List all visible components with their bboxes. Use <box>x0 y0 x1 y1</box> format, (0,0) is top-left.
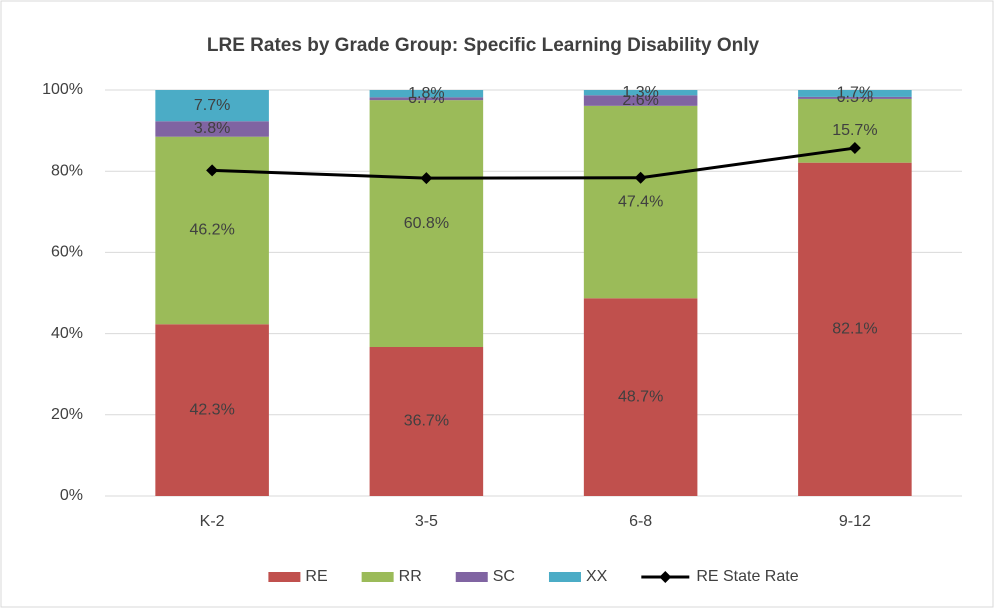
legend-marker <box>659 571 672 583</box>
line-marker <box>420 172 433 185</box>
legend-label: RE <box>305 568 327 585</box>
data-label: 1.7% <box>837 85 873 102</box>
legend-label: XX <box>586 568 608 585</box>
data-label: 82.1% <box>832 321 877 338</box>
bar-segment <box>583 298 698 496</box>
chart-title: LRE Rates by Grade Group: Specific Learn… <box>207 35 760 56</box>
y-tick-label: 80% <box>51 162 83 179</box>
data-label: 60.8% <box>404 215 449 232</box>
legend-item: XX <box>548 568 608 585</box>
y-tick-label: 40% <box>51 325 83 342</box>
y-tick-label: 0% <box>60 487 83 504</box>
legend-label: RE State Rate <box>696 568 798 585</box>
legend-swatch <box>455 572 488 582</box>
data-label: 3.8% <box>194 120 230 137</box>
bar-segment <box>583 90 698 96</box>
y-tick-label: 100% <box>42 81 83 98</box>
data-label: 1.3% <box>622 84 658 101</box>
data-label: 7.7% <box>194 97 230 114</box>
bar-segment <box>155 324 269 496</box>
bar-segment <box>369 97 484 101</box>
data-label: 46.2% <box>189 222 234 239</box>
line-marker <box>848 142 861 155</box>
data-label: 48.7% <box>618 388 663 405</box>
bar-segment <box>583 105 698 299</box>
legend-item: SC <box>455 568 515 585</box>
data-label: 15.7% <box>832 122 877 139</box>
legend-label: SC <box>493 568 515 585</box>
x-tick-label: K-2 <box>200 513 225 530</box>
bar-segment <box>369 90 484 98</box>
data-label: 42.3% <box>189 401 234 418</box>
bar-segment <box>798 162 912 496</box>
data-label: 2.6% <box>622 92 658 109</box>
bar-segment <box>369 346 484 496</box>
data-label: 36.7% <box>404 413 449 430</box>
legend-item: RE <box>268 568 328 585</box>
bar-segment <box>155 121 269 137</box>
bar-segment <box>798 96 912 99</box>
bar-segment <box>583 95 698 106</box>
legend-item: RE State Rate <box>641 568 799 585</box>
data-label: 47.4% <box>618 193 663 210</box>
legend-swatch <box>548 572 581 582</box>
legend-swatch <box>268 572 301 582</box>
bar-segment <box>798 90 912 97</box>
y-tick-label: 60% <box>51 244 83 261</box>
x-tick-label: 9-12 <box>839 513 871 530</box>
bar-segment <box>155 90 269 122</box>
legend-swatch <box>361 572 394 582</box>
data-label: 1.8% <box>408 85 444 102</box>
line <box>212 146 856 180</box>
bar-segment <box>369 100 484 347</box>
x-tick-label: 6-8 <box>629 513 652 530</box>
y-tick-label: 20% <box>51 406 83 423</box>
line-marker <box>206 164 219 177</box>
line-marker <box>634 171 647 184</box>
legend-label: RR <box>399 568 422 585</box>
legend-item: RR <box>361 568 422 585</box>
x-tick-label: 3-5 <box>415 513 438 530</box>
